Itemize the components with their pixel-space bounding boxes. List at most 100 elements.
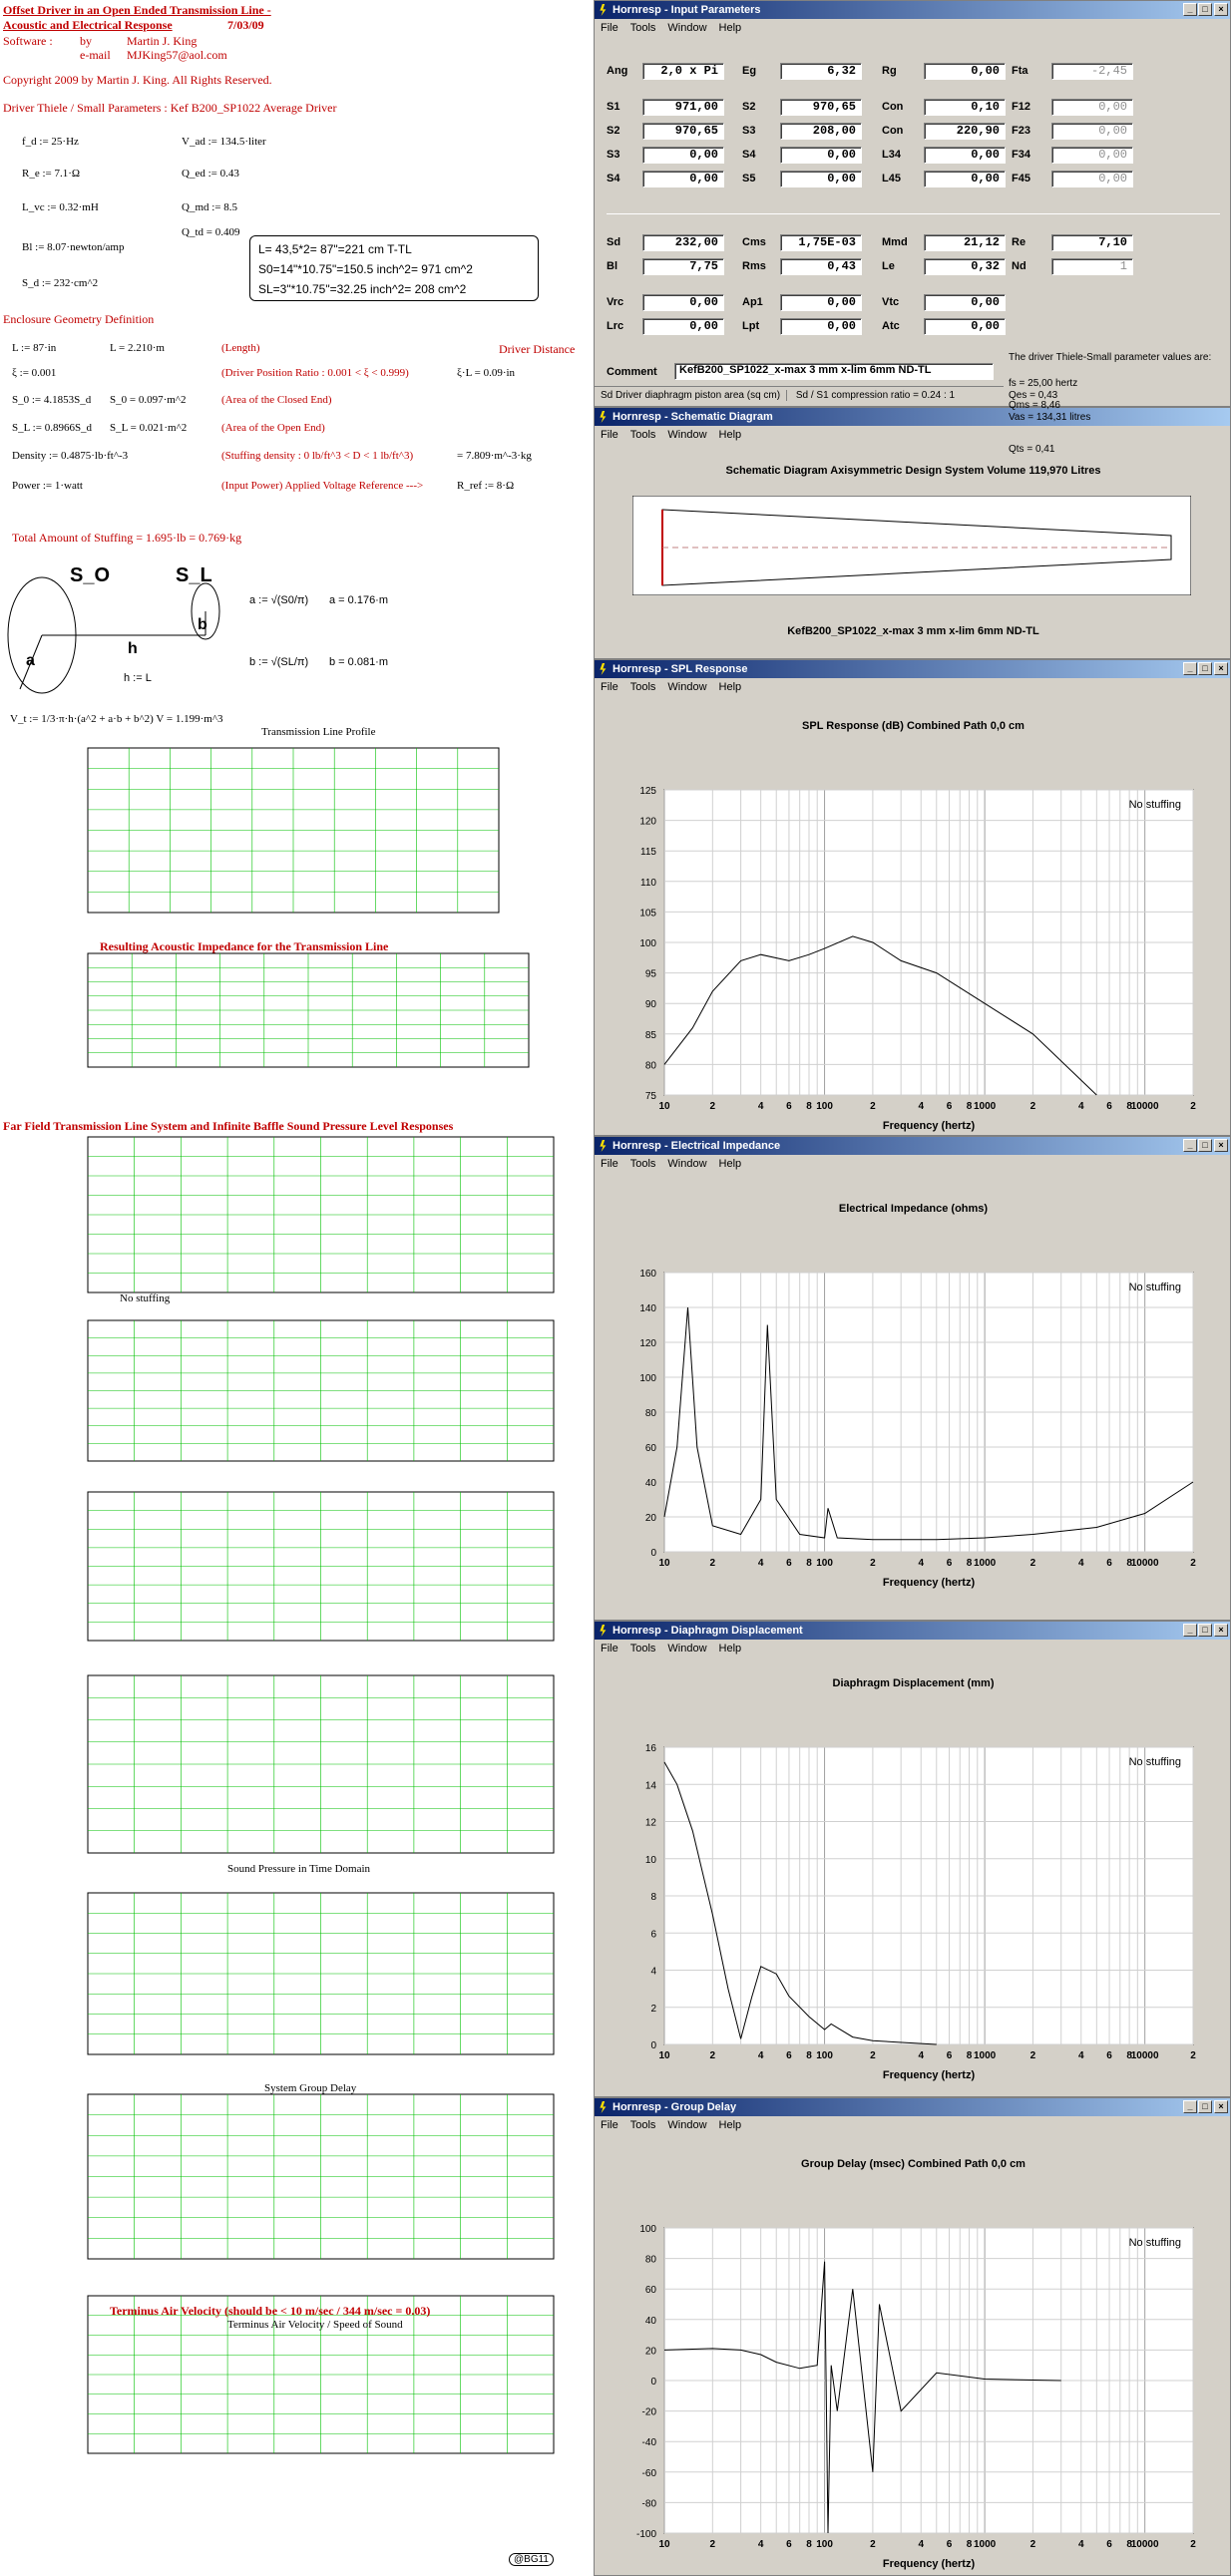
minimize-icon[interactable]: _	[1183, 1139, 1197, 1152]
menu-file[interactable]: File	[601, 681, 618, 693]
menu-file[interactable]: File	[601, 2119, 618, 2131]
menu-file[interactable]: File	[601, 1643, 618, 1655]
menu-tools[interactable]: Tools	[629, 429, 656, 441]
param-field-f34[interactable]: 0,00	[1051, 147, 1133, 164]
menu-window[interactable]: Window	[667, 1643, 707, 1655]
param-field-f45[interactable]: 0,00	[1051, 171, 1133, 187]
menu-help[interactable]: Help	[718, 1643, 742, 1655]
param-field-rms[interactable]: 0,43	[780, 258, 862, 275]
maximize-icon[interactable]: □	[1198, 1139, 1212, 1152]
menu-file[interactable]: File	[601, 1158, 618, 1170]
menu-help[interactable]: Help	[718, 2119, 742, 2131]
menu-window[interactable]: Window	[667, 22, 707, 34]
minimize-icon[interactable]: _	[1183, 2100, 1197, 2113]
menu-tools[interactable]: Tools	[629, 2119, 656, 2131]
close-icon[interactable]: ×	[1214, 1139, 1228, 1152]
minimize-icon[interactable]: _	[1183, 662, 1197, 675]
param-field-rg[interactable]: 0,00	[924, 63, 1006, 80]
menu-file[interactable]: File	[601, 429, 618, 441]
param-field-l45[interactable]: 0,00	[924, 171, 1006, 187]
window-titlebar[interactable]: Hornresp - Input Parameters _ □ ×	[595, 1, 1230, 19]
param-field-vrc[interactable]: 0,00	[642, 294, 724, 311]
x-tick-label: 8	[806, 1558, 812, 1569]
menu-tools[interactable]: Tools	[629, 22, 656, 34]
maximize-icon[interactable]: □	[1198, 2100, 1212, 2113]
x-axis-label: Frequency (hertz)	[883, 2558, 976, 2570]
minimize-icon[interactable]: _	[1183, 3, 1197, 16]
param-label-f34: F34	[1012, 149, 1030, 161]
param-field-s2[interactable]: 970,65	[642, 123, 724, 140]
y-tick-label: 100	[639, 2224, 656, 2235]
window-titlebar[interactable]: Hornresp - Electrical Impedance _ □ ×	[595, 1137, 1230, 1155]
menu-help[interactable]: Help	[718, 429, 742, 441]
close-icon[interactable]: ×	[1214, 3, 1228, 16]
param-label-f23: F23	[1012, 125, 1030, 137]
param-field-s4[interactable]: 0,00	[642, 171, 724, 187]
status-bar: Sd Driver diaphragm piston area (sq cm) …	[595, 386, 1004, 404]
param-field-s5[interactable]: 0,00	[780, 171, 862, 187]
close-icon[interactable]: ×	[1214, 1624, 1228, 1637]
ts-qts: Qts = 0,41	[1009, 444, 1055, 455]
param-field-lpt[interactable]: 0,00	[780, 318, 862, 335]
x-tick-label: 100	[816, 2539, 833, 2550]
x-tick-label: 4	[758, 2539, 764, 2550]
maximize-icon[interactable]: □	[1198, 662, 1212, 675]
menu-help[interactable]: Help	[718, 681, 742, 693]
param-field-con[interactable]: 220,90	[924, 123, 1006, 140]
y-tick-label: 100	[639, 1373, 656, 1384]
menu-tools[interactable]: Tools	[629, 681, 656, 693]
y-tick-label: 20	[645, 1513, 657, 1524]
param-field-s4[interactable]: 0,00	[780, 147, 862, 164]
param-field-mmd[interactable]: 21,12	[924, 234, 1006, 251]
menu-help[interactable]: Help	[718, 1158, 742, 1170]
minimize-icon[interactable]: _	[1183, 1624, 1197, 1637]
x-tick-label: 10	[658, 2050, 670, 2061]
window-titlebar[interactable]: Hornresp - Diaphragm Displacement _ □ ×	[595, 1622, 1230, 1640]
x-tick-label: 10	[658, 1101, 670, 1112]
param-field-vtc[interactable]: 0,00	[924, 294, 1006, 311]
x-tick-label: 1000	[974, 2050, 997, 2061]
param-field-f23[interactable]: 0,00	[1051, 123, 1133, 140]
close-icon[interactable]: ×	[1214, 2100, 1228, 2113]
param-field-s3[interactable]: 208,00	[780, 123, 862, 140]
param-field-s2[interactable]: 970,65	[780, 99, 862, 116]
param-field-con[interactable]: 0,10	[924, 99, 1006, 116]
param-field-re[interactable]: 7,10	[1051, 234, 1133, 251]
param-field-le[interactable]: 0,32	[924, 258, 1006, 275]
param-field-ang[interactable]: 2,0 x Pi	[642, 63, 724, 80]
menu-tools[interactable]: Tools	[629, 1158, 656, 1170]
param-field-nd[interactable]: 1	[1051, 258, 1133, 275]
menu-window[interactable]: Window	[667, 429, 707, 441]
param-field-sd[interactable]: 232,00	[642, 234, 724, 251]
menu-file[interactable]: File	[601, 22, 618, 34]
y-tick-label: 40	[645, 1478, 657, 1489]
param-field-bl[interactable]: 7,75	[642, 258, 724, 275]
param-field-lrc[interactable]: 0,00	[642, 318, 724, 335]
menu-window[interactable]: Window	[667, 2119, 707, 2131]
param-field-ap1[interactable]: 0,00	[780, 294, 862, 311]
maximize-icon[interactable]: □	[1198, 1624, 1212, 1637]
window-titlebar[interactable]: Hornresp - Schematic Diagram	[595, 408, 1230, 426]
param-field-s3[interactable]: 0,00	[642, 147, 724, 164]
window-titlebar[interactable]: Hornresp - Group Delay _ □ ×	[595, 2098, 1230, 2116]
menu-help[interactable]: Help	[718, 22, 742, 34]
close-icon[interactable]: ×	[1214, 662, 1228, 675]
param-field-f12[interactable]: 0,00	[1051, 99, 1133, 116]
menu-tools[interactable]: Tools	[629, 1643, 656, 1655]
param-field-fta[interactable]: -2,45	[1051, 63, 1133, 80]
menu-window[interactable]: Window	[667, 681, 707, 693]
chart-title: SPL Response (dB) Combined Path 0,0 cm	[802, 720, 1025, 732]
param-field-s1[interactable]: 971,00	[642, 99, 724, 116]
comment-field[interactable]: KefB200_SP1022_x-max 3 mm x-lim 6mm ND-T…	[674, 363, 994, 380]
param-field-cms[interactable]: 1,75E-03	[780, 234, 862, 251]
param-field-atc[interactable]: 0,00	[924, 318, 1006, 335]
menu-window[interactable]: Window	[667, 1158, 707, 1170]
maximize-icon[interactable]: □	[1198, 3, 1212, 16]
hornresp-icon	[600, 663, 607, 675]
email-link[interactable]: MJKing57@aol.com	[127, 48, 227, 62]
param-field-l34[interactable]: 0,00	[924, 147, 1006, 164]
window-titlebar[interactable]: Hornresp - SPL Response _ □ ×	[595, 660, 1230, 678]
param-field-eg[interactable]: 6,32	[780, 63, 862, 80]
worksheet-date: 7/03/09	[227, 18, 264, 32]
